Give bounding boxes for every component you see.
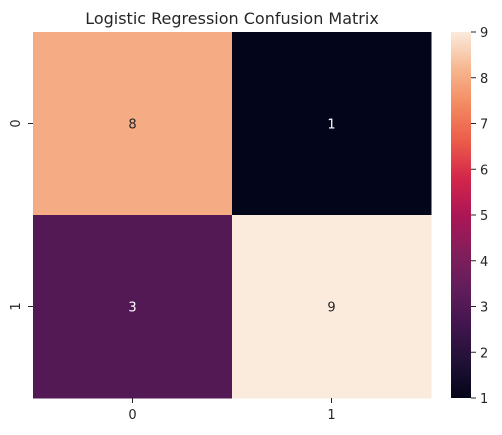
cell-annotation-r0-c1: 1 (327, 118, 335, 133)
y-tick-label-1: 1 (9, 302, 24, 310)
heatmap-cell-r0-c1 (232, 32, 432, 216)
chart-title: Logistic Regression Confusion Matrix (85, 9, 379, 28)
colorbar-tick-label-2: 3 (480, 301, 488, 316)
colorbar-tick-label-6: 7 (480, 118, 488, 133)
cell-annotations: 8 1 3 9 (128, 118, 335, 316)
cell-annotation-r1-c0: 3 (128, 301, 136, 316)
x-tick-label-0: 0 (128, 408, 136, 423)
cell-annotation-r1-c1: 9 (327, 301, 335, 316)
cell-annotation-r0-c0: 8 (128, 118, 136, 133)
colorbar-tick-label-4: 5 (480, 209, 488, 224)
colorbar-tick-label-7: 8 (480, 72, 488, 87)
colorbar-tick-label-1: 2 (480, 346, 488, 361)
colorbar-tick-label-8: 9 (480, 26, 488, 41)
heatmap-cell-r1-c0 (33, 215, 233, 399)
colorbar-gradient (451, 32, 471, 398)
colorbar-tick-label-0: 1 (480, 392, 488, 407)
colorbar-tick-label-5: 6 (480, 163, 488, 178)
heatmap-cell-r0-c0 (33, 32, 233, 216)
y-tick-label-0: 0 (9, 119, 24, 127)
y-axis: 01 (9, 119, 33, 311)
heatmap-cells (33, 32, 432, 399)
colorbar-tick-label-3: 4 (480, 255, 488, 270)
colorbar: 1 2 3 4 5 6 7 8 9 (451, 26, 488, 407)
x-tick-label-1: 1 (327, 408, 335, 423)
heatmap-cell-r1-c1 (232, 215, 432, 399)
